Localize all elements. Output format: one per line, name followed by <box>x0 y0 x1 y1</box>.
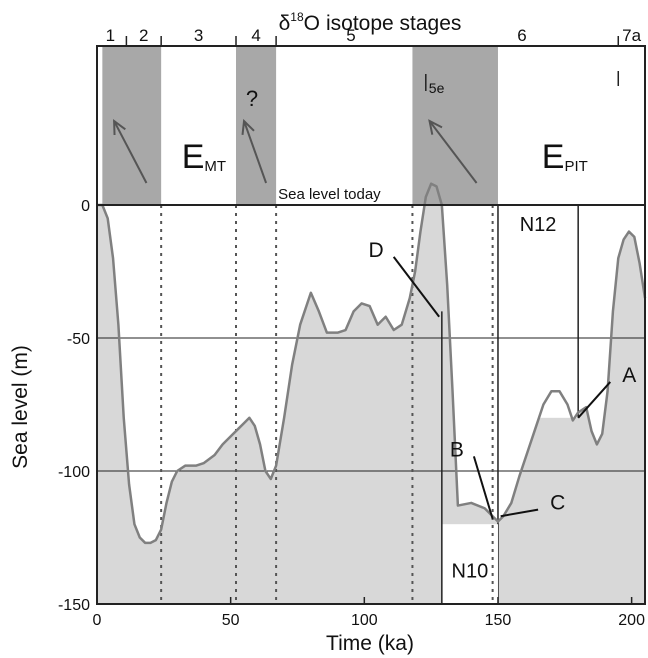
y-tick-label-50: -50 <box>67 331 90 348</box>
x-axis-label: Time (ka) <box>326 632 414 655</box>
y-tick-label-0: 0 <box>81 198 90 215</box>
stage-label-7a: 7a <box>622 26 641 45</box>
x-tick-label-50: 50 <box>222 612 240 629</box>
stage-label-1: 1 <box>106 26 115 45</box>
sea-level-today-label: Sea level today <box>278 186 381 203</box>
x-tick-label-100: 100 <box>351 612 378 629</box>
y-tick-label-100: -100 <box>58 464 90 481</box>
plot-frame <box>96 204 646 605</box>
stage-label-6: 6 <box>517 26 526 45</box>
stage-label-3: 3 <box>194 26 203 45</box>
top-band-frame <box>96 45 646 206</box>
annotation-leader-d <box>392 256 440 318</box>
x-tick-label-0: 0 <box>93 612 102 629</box>
title-delta-symbol: δ <box>279 12 291 35</box>
period-label-sub: PIT <box>564 158 587 175</box>
chart-title: δ18O isotope stages <box>279 10 462 35</box>
region-layer <box>441 205 579 604</box>
sea-level-fill-layer <box>97 205 645 604</box>
y-tick-label-150: -150 <box>58 597 90 614</box>
frame-layer <box>96 36 646 605</box>
label-layer: δ18O isotope stages Time (ka) Sea level (… <box>9 10 645 655</box>
region-box-n10 <box>441 524 498 604</box>
stage-label-2: 2 <box>139 26 148 45</box>
shaded-period-arrow-2 <box>243 120 268 184</box>
shaded-period-question-label: ? <box>246 86 258 111</box>
y-axis-label: Sea level (m) <box>9 345 32 469</box>
annotation-leader-c <box>500 508 539 518</box>
annotation-label-c: C <box>550 492 565 515</box>
sea-level-fill <box>97 205 645 604</box>
title-element: O <box>304 12 320 35</box>
shaded-period-3 <box>412 46 498 205</box>
period-label-main: E <box>182 138 205 176</box>
x-tick-label-150: 150 <box>485 612 512 629</box>
sea-level-line-layer <box>97 182 647 545</box>
shaded-period-arrowhead-3 <box>428 119 443 135</box>
annotation-leader-b <box>472 456 494 520</box>
title-text: isotope stages <box>326 12 461 35</box>
shaded-period-arrow-1 <box>113 120 148 184</box>
annotation-label-a: A <box>622 364 636 387</box>
annotation-label-d: D <box>369 239 384 262</box>
shaded-period-arrowhead-2 <box>241 118 255 136</box>
annotation-leader-a <box>577 381 612 419</box>
x-tick-label-200: 200 <box>618 612 645 629</box>
top-band-layer <box>102 46 498 205</box>
period-label-sub: MT <box>204 158 226 175</box>
annotation-label-b: B <box>450 438 464 461</box>
sea-level-line <box>97 182 647 545</box>
stage-label-4: 4 <box>251 26 260 45</box>
dotted-line-layer <box>160 205 494 604</box>
shaded-period-arrowhead-1 <box>113 118 126 136</box>
shaded-period-1 <box>102 46 162 205</box>
period-label-1: EMT <box>182 138 226 176</box>
shaded-period-arrow-3 <box>428 120 478 184</box>
region-box-n12 <box>497 205 579 418</box>
region-label-n10: N10 <box>452 560 489 582</box>
substage-label: 5e <box>429 80 445 96</box>
period-label-2: EPIT <box>542 138 588 176</box>
region-label-n12: N12 <box>520 214 557 236</box>
title-superscript: 18 <box>290 10 304 24</box>
stage-label-5: 5 <box>346 26 355 45</box>
period-label-main: E <box>542 138 565 176</box>
shaded-period-2 <box>236 46 277 205</box>
